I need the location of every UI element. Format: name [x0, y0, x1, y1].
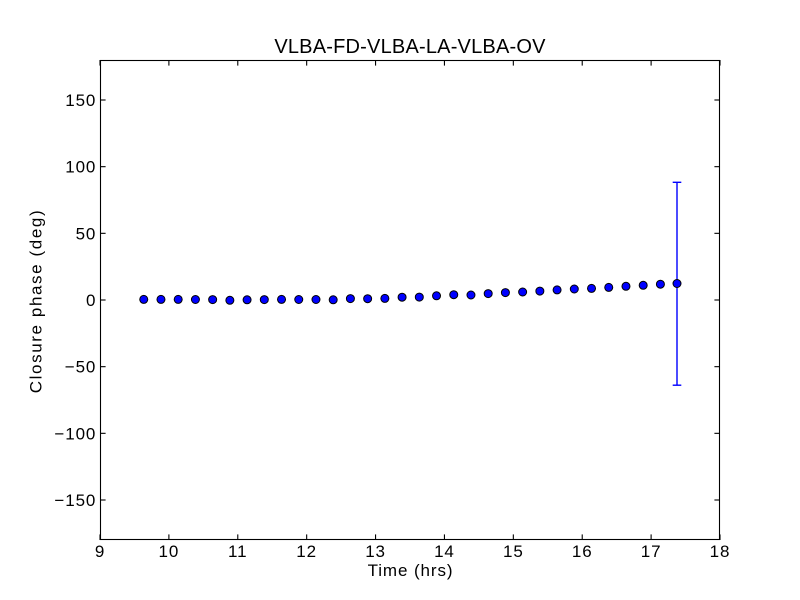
- svg-text:VLBA-FD-VLBA-LA-VLBA-OV: VLBA-FD-VLBA-LA-VLBA-OV: [274, 36, 546, 58]
- svg-text:14: 14: [434, 542, 455, 561]
- svg-text:Time (hrs): Time (hrs): [368, 561, 454, 580]
- svg-text:Closure phase (deg): Closure phase (deg): [27, 209, 46, 393]
- svg-text:150: 150: [65, 91, 96, 110]
- svg-text:−50: −50: [65, 358, 97, 377]
- svg-text:17: 17: [641, 542, 662, 561]
- svg-text:50: 50: [76, 224, 97, 243]
- svg-text:18: 18: [710, 542, 731, 561]
- svg-text:12: 12: [296, 542, 317, 561]
- svg-text:0: 0: [86, 291, 96, 310]
- svg-text:9: 9: [95, 542, 105, 561]
- svg-text:13: 13: [365, 542, 386, 561]
- svg-text:11: 11: [228, 542, 247, 561]
- svg-text:−100: −100: [54, 424, 96, 443]
- svg-text:10: 10: [159, 542, 180, 561]
- svg-text:100: 100: [65, 158, 96, 177]
- svg-text:15: 15: [503, 542, 524, 561]
- svg-text:−150: −150: [54, 491, 96, 510]
- svg-text:16: 16: [572, 542, 593, 561]
